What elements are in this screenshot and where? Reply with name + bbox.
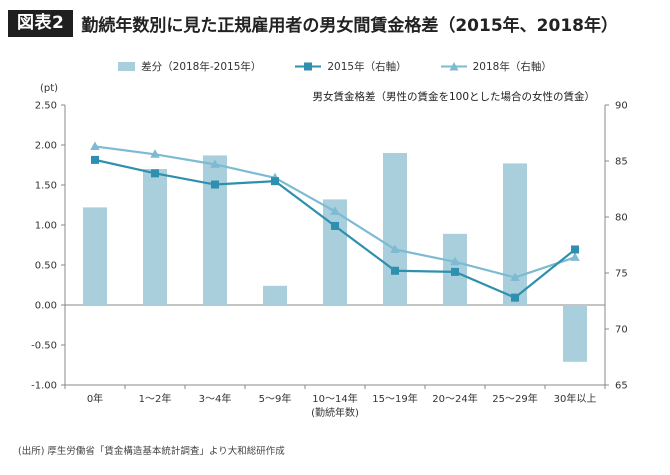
figure-badge: 図表2 <box>8 9 74 37</box>
legend-label-diff: 差分（2018年-2015年） <box>141 61 262 73</box>
bar-diff <box>203 155 227 305</box>
x-tick-label: 30年以上 <box>554 392 597 405</box>
right-tick-label: 80 <box>615 213 628 224</box>
left-tick-label: 1.50 <box>35 181 57 192</box>
right-tick-label: 90 <box>615 101 628 112</box>
legend-label-2015: 2015年（右軸） <box>327 61 407 73</box>
line-series-2015 <box>91 155 579 302</box>
bar-series-diff <box>83 153 587 362</box>
line-2018-point <box>390 244 400 253</box>
bar-diff <box>323 199 347 305</box>
legend-item-2018: 2018年（右軸） <box>440 59 552 74</box>
x-tick-label: 3～4年 <box>199 392 232 405</box>
legend: 差分（2018年-2015年） 2015年（右軸） 2018年（右軸） <box>0 59 670 74</box>
bar-diff <box>383 153 407 305</box>
line-2015-point <box>151 169 159 178</box>
left-tick-label: 2.50 <box>35 101 57 112</box>
line-2018-point <box>150 149 160 158</box>
line-2015-point <box>451 267 459 276</box>
legend-line-2018-swatch <box>440 62 467 71</box>
bar-diff <box>563 305 587 362</box>
legend-line-2015-swatch <box>295 62 322 71</box>
bar-diff <box>503 163 527 305</box>
x-tick-label: 10～14年 <box>312 392 357 405</box>
line-2018-point <box>210 159 220 168</box>
bar-diff <box>143 169 167 305</box>
left-tick-label: 2.00 <box>35 141 57 152</box>
legend-item-diff: 差分（2018年-2015年） <box>118 59 261 74</box>
line-2015-point <box>391 266 399 275</box>
left-tick-label: 1.00 <box>35 221 57 232</box>
left-tick-label: -0.50 <box>31 341 57 352</box>
source-note: (出所) 厚生労働省「賃金構造基本統計調査」より大和総研作成 <box>18 446 285 457</box>
chart-header: 図表2 勤続年数別に見た正規雇用者の男女間賃金格差（2015年、2018年） <box>8 4 618 42</box>
left-tick-label: -1.00 <box>31 381 57 392</box>
x-tick-label: 25～29年 <box>492 392 537 405</box>
right-tick-label: 75 <box>615 269 628 280</box>
x-tick-label: 1～2年 <box>139 392 172 405</box>
left-tick-label: 0.00 <box>35 301 57 312</box>
line-2015-point <box>91 155 99 164</box>
chart-title: 勤続年数別に見た正規雇用者の男女間賃金格差（2015年、2018年） <box>81 15 618 36</box>
line-2015-point <box>571 245 579 254</box>
x-axis-label: (勤続年数) <box>311 406 359 419</box>
line-2018-point <box>90 141 100 150</box>
chart-annotation: 男女賃金格差（男性の賃金を100とした場合の女性の賃金） <box>312 90 595 103</box>
legend-label-2018: 2018年（右軸） <box>472 61 552 73</box>
bar-diff <box>83 207 107 305</box>
line-2018-point <box>330 206 340 215</box>
right-tick-label: 65 <box>615 381 628 392</box>
right-tick-label: 70 <box>615 325 628 336</box>
legend-bar-swatch <box>118 62 136 71</box>
line-2018-point <box>450 256 460 266</box>
line-2015-point <box>331 221 339 230</box>
x-tick-label: 20～24年 <box>432 392 477 405</box>
line-2015-point <box>211 180 219 189</box>
legend-item-2015: 2015年（右軸） <box>295 59 407 74</box>
line-2015-point <box>271 177 279 186</box>
left-axis-unit: (pt) <box>40 83 58 94</box>
bar-diff <box>263 285 287 305</box>
line-2015-point <box>511 293 519 302</box>
left-tick-label: 0.50 <box>35 261 57 272</box>
x-tick-label: 15～19年 <box>372 392 417 405</box>
line-2018-point <box>510 272 520 281</box>
axis-labels: 2.50 2.00 1.50 1.00 0.50 0.00 -0.50 -1.00 90 85 80… <box>31 83 628 419</box>
right-tick-label: 85 <box>615 157 628 168</box>
line-2018-point <box>570 252 580 261</box>
x-tick-label: 0年 <box>87 392 103 405</box>
x-tick-label: 5～9年 <box>259 392 292 405</box>
